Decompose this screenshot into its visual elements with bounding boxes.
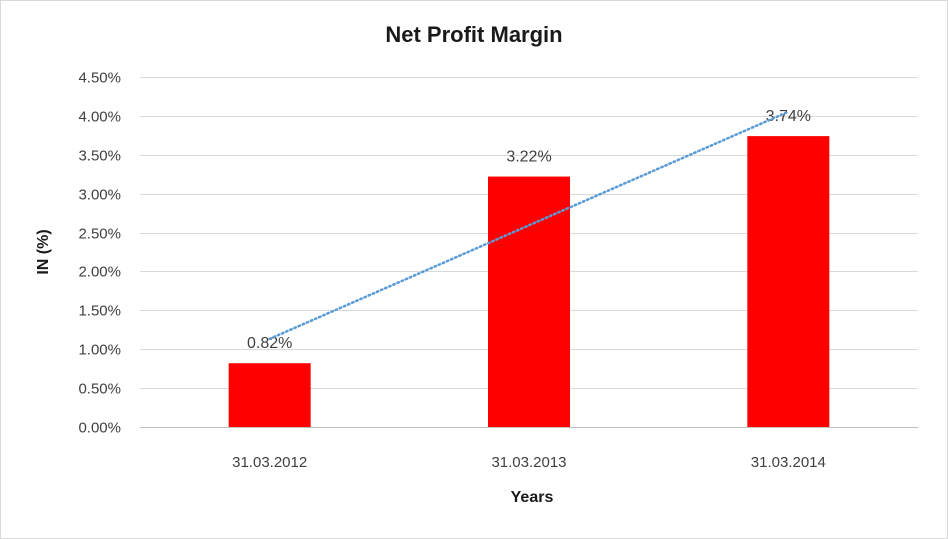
x-tick-labels: 31.03.2012 31.03.2013 31.03.2014 [232, 454, 826, 471]
bar [488, 176, 570, 427]
bar [228, 363, 311, 427]
x-tick-label: 31.03.2014 [751, 454, 826, 471]
y-tick-label: 0.00% [78, 420, 121, 437]
x-axis-title: Years [510, 489, 554, 506]
x-tick-label: 31.03.2013 [491, 454, 566, 471]
data-labels: 0.82% 3.22% 3.74% [247, 108, 811, 352]
y-tick-label: 4.00% [78, 109, 121, 126]
y-tick-labels: 0.00% 0.50% 1.00% 1.50% 2.00% 2.50% 3.00% 3.50%… [78, 70, 121, 437]
bars [228, 136, 830, 427]
y-tick-label: 2.50% [78, 226, 121, 243]
x-tick-label: 31.03.2012 [232, 454, 307, 471]
data-label: 0.82% [247, 335, 292, 352]
y-tick-label: 2.00% [78, 264, 121, 281]
y-tick-label: 3.50% [78, 148, 121, 165]
bar [747, 136, 830, 427]
data-label: 3.22% [506, 149, 551, 166]
trendline [268, 110, 790, 341]
trendline [268, 110, 790, 341]
y-tick-label: 1.50% [78, 303, 121, 320]
y-tick-label: 3.00% [78, 187, 121, 204]
data-label: 3.74% [766, 108, 811, 125]
y-tick-label: 0.50% [78, 381, 121, 398]
chart-title: Net Profit Margin [385, 22, 563, 47]
y-tick-label: 1.00% [78, 342, 121, 359]
y-tick-label: 4.50% [78, 70, 121, 87]
